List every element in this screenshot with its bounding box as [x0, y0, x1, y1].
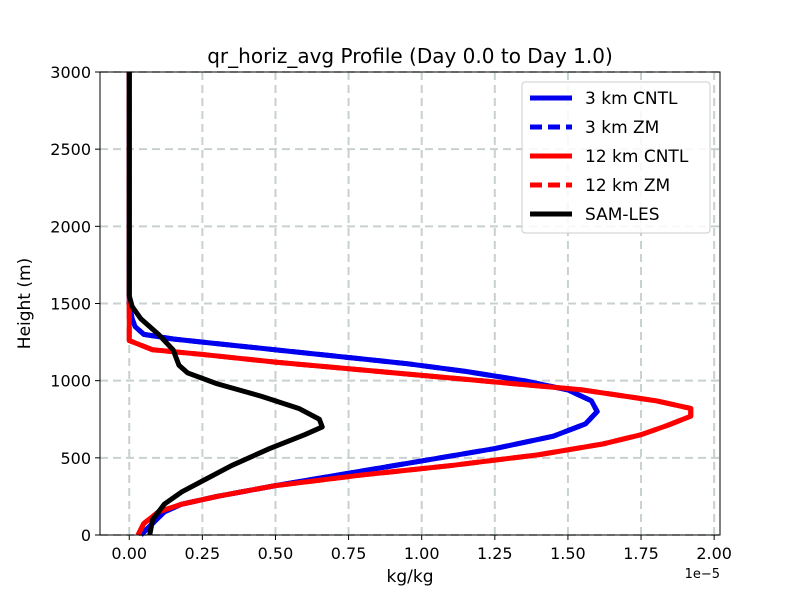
legend-label: SAM-LES — [585, 205, 660, 225]
y-tick-label: 3000 — [50, 63, 91, 82]
y-tick-label: 1500 — [50, 295, 91, 314]
x-tick-label: 0.50 — [258, 544, 294, 563]
y-tick-label: 500 — [60, 449, 91, 468]
chart-title: qr_horiz_avg Profile (Day 0.0 to Day 1.0… — [207, 44, 613, 68]
x-tick-label: 1.00 — [404, 544, 440, 563]
x-tick-label: 0.75 — [331, 544, 367, 563]
y-axis-label: Height (m) — [15, 258, 35, 349]
y-tick-label: 1000 — [50, 372, 91, 391]
series-line-12-km-cntl — [126, 72, 694, 537]
x-tick-label: 1.75 — [623, 544, 659, 563]
legend-box — [521, 81, 711, 234]
y-tick-label: 0 — [81, 526, 91, 545]
x-tick-label: 0.00 — [111, 544, 147, 563]
legend-label: 12 km ZM — [585, 176, 670, 196]
series-line-sam-les — [126, 72, 325, 536]
x-tick-label: 0.25 — [185, 544, 221, 563]
legend: 3 km CNTL 3 km ZM 12 km CNTL 12 km ZM SAM-LE… — [521, 81, 711, 234]
y-tick-label: 2500 — [50, 140, 91, 159]
legend-label: 3 km CNTL — [585, 89, 678, 109]
series-lines — [126, 72, 694, 537]
x-tick-label: 1.50 — [550, 544, 586, 563]
x-tick-label: 1.25 — [477, 544, 513, 563]
y-tick-label: 2000 — [50, 217, 91, 236]
x-axis-label: kg/kg — [387, 567, 434, 587]
x-axis-offset-label: 1e−5 — [685, 567, 720, 582]
x-tick-label: 2.00 — [696, 544, 732, 563]
legend-label: 12 km CNTL — [585, 147, 689, 167]
legend-label: 3 km ZM — [585, 118, 659, 138]
axis-ticks: 0.00 0.25 0.50 0.75 1.00 1.25 1.50 1.75 2.00 0 500… — [50, 63, 732, 563]
